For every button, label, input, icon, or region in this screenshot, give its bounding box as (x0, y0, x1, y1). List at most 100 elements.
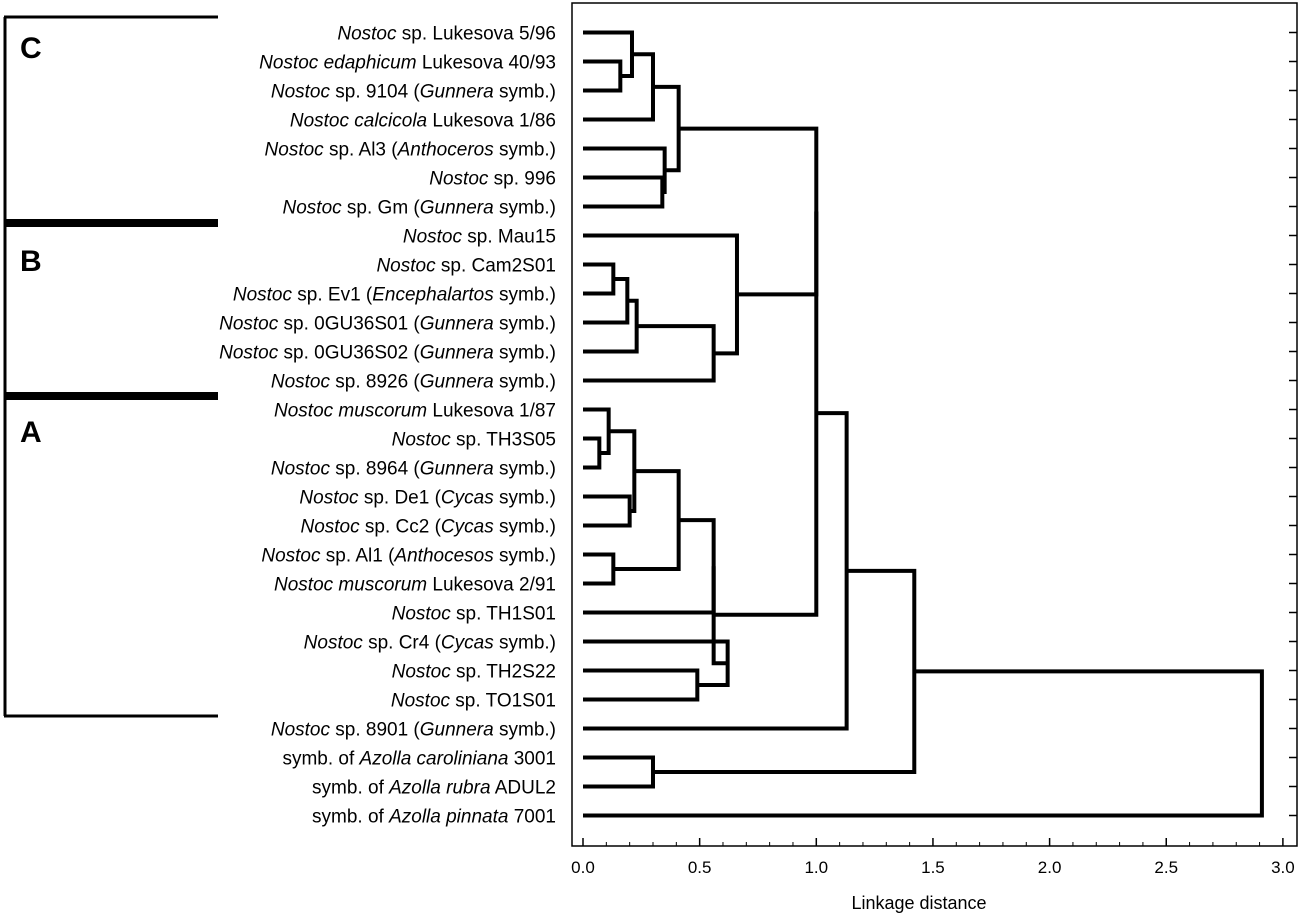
leaf-label-part: Nostoc (300, 517, 360, 538)
leaf-label-part: Encephalartos (372, 285, 494, 306)
dendrogram-link (711, 566, 728, 666)
dendrogram-link (583, 436, 602, 470)
leaf-label-part: Nostoc (337, 24, 397, 45)
x-tick-label: 0.0 (571, 858, 595, 877)
dendrogram-link (583, 494, 632, 528)
leaf-label: Nostoc edaphicum Lukesova 40/93 (259, 53, 556, 74)
leaf-label-part: 3001 (508, 749, 556, 770)
leaf-label: Nostoc sp. TO1S01 (391, 691, 556, 712)
leaf-label: Nostoc sp. 0GU36S01 (Gunnera symb.) (219, 314, 556, 335)
dendrogram-link (583, 552, 616, 586)
leaf-label-part: Azolla caroliniana (359, 749, 509, 770)
x-tick-label: 0.5 (688, 858, 712, 877)
dendrogram-link (583, 30, 634, 78)
leaf-label-part: symb.) (494, 459, 556, 480)
leaf-label: Nostoc muscorum Lukesova 2/91 (274, 575, 556, 596)
x-axis-title: Linkage distance (851, 893, 986, 913)
leaf-label-part: symb.) (494, 285, 556, 306)
leaf-label-part: Cycas (441, 517, 494, 538)
leaf-label: Nostoc calcicola Lukesova 1/86 (290, 111, 556, 132)
leaf-label-part: sp. Cc2 ( (360, 517, 442, 538)
leaf-label-part: Nostoc (299, 488, 359, 509)
leaf-label-part: Lukesova 1/87 (427, 401, 556, 422)
leaf-label-part: Nostoc (392, 662, 452, 683)
leaf-label-part: sp. TH2S22 (451, 662, 556, 683)
leaf-label-part: symb.) (494, 343, 556, 364)
dendrogram-link (678, 126, 819, 297)
leaf-label-part: sp. TH3S05 (451, 430, 556, 451)
leaf-label-part: Nostoc (219, 343, 279, 364)
leaf-label-part: Gunnera (420, 82, 494, 103)
leaf-label-part: symb.) (494, 140, 556, 161)
leaf-label: Nostoc sp. 0GU36S02 (Gunnera symb.) (219, 343, 556, 364)
leaf-label-part: sp. TO1S01 (450, 691, 556, 712)
leaf-label-part: Nostoc (219, 314, 279, 335)
leaf-label-part: symb.) (494, 198, 556, 219)
leaf-label: Nostoc sp. Al1 (Anthocesos symb.) (261, 546, 556, 567)
group-label: A (20, 416, 42, 449)
leaf-label-part: symb.) (494, 488, 556, 509)
leaf-label-part: sp. 8926 ( (330, 372, 420, 393)
dendrogram-link (613, 469, 681, 571)
dendrogram-link (583, 668, 700, 702)
leaf-label: symb. of Azolla pinnata 7001 (312, 807, 556, 828)
dendrogram-link (583, 755, 655, 789)
leaf-label-part: Nostoc muscorum (274, 401, 427, 422)
leaf-label-part: sp. Ev1 ( (292, 285, 373, 306)
plot-frame (571, 2, 1298, 847)
leaf-label: Nostoc sp. 8964 (Gunnera symb.) (271, 459, 556, 480)
leaf-label-part: sp. Al3 ( (324, 140, 399, 161)
x-axis: 0.0 0.5 1.0 1.5 2.0 2.5 3.0 (571, 31, 1297, 877)
leaf-label-part: Lukesova 2/91 (427, 575, 556, 596)
dendrogram-link (583, 407, 611, 455)
leaf-label-part: sp. 9104 ( (330, 82, 420, 103)
leaf-label-part: Nostoc muscorum (274, 575, 427, 596)
leaf-label: Nostoc sp. Cr4 (Cycas symb.) (304, 633, 556, 654)
leaf-label-part: symb.) (494, 82, 556, 103)
leaf-label-part: symb.) (494, 546, 556, 567)
leaf-label-part: symb.) (494, 314, 556, 335)
leaf-label: symb. of Azolla rubra ADUL2 (312, 778, 556, 799)
leaf-label-part: Gunnera (420, 343, 494, 364)
dendrogram-link (583, 518, 716, 615)
leaf-label-part: Anthocesos (393, 546, 494, 567)
x-tick-label: 3.0 (1271, 858, 1295, 877)
dendrogram-link (713, 211, 819, 617)
dendrogram-link (583, 59, 623, 93)
leaf-label: Nostoc sp. TH3S05 (392, 430, 556, 451)
dendrogram-link (583, 262, 616, 296)
leaf-label-part: Nostoc (304, 633, 364, 654)
x-tick-label: 2.0 (1038, 858, 1062, 877)
leaf-label: Nostoc sp. Ev1 (Encephalartos symb.) (233, 285, 556, 306)
x-tick-label: 1.5 (921, 858, 945, 877)
leaf-label-part: symb.) (494, 517, 556, 538)
leaf-label-part: sp. Cam2S01 (436, 256, 556, 277)
leaf-label-part: ADUL2 (491, 778, 556, 799)
dendrogram-link (583, 669, 1264, 818)
leaf-label-part: Nostoc edaphicum (259, 53, 416, 74)
leaf-label: symb. of Azolla caroliniana 3001 (282, 749, 556, 770)
leaf-label: Nostoc sp. Lukesova 5/96 (337, 24, 556, 45)
group-label: C (20, 32, 42, 65)
leaf-label-part: Anthoceros (397, 140, 495, 161)
leaf-label-part: Azolla pinnata (388, 807, 508, 828)
dendrogram-link (583, 639, 730, 687)
group-label: B (20, 245, 42, 278)
leaf-label-part: Nostoc (392, 430, 452, 451)
dendrogram-link (583, 175, 665, 209)
leaf-label: Nostoc sp. TH2S22 (392, 662, 556, 683)
leaf-label-part: Nostoc (391, 691, 451, 712)
leaf-label-part: sp. 8964 ( (330, 459, 420, 480)
x-tick-label: 2.5 (1154, 858, 1178, 877)
leaf-label-part: symb. of (312, 807, 389, 828)
leaf-label: Nostoc muscorum Lukesova 1/87 (274, 401, 556, 422)
leaf-label-part: Nostoc (233, 285, 293, 306)
leaf-label: Nostoc sp. Cam2S01 (376, 256, 556, 277)
x-tick-label: 1.0 (804, 858, 828, 877)
leaf-label-part: sp. Lukesova 5/96 (397, 24, 557, 45)
dendrogram-link (583, 277, 630, 325)
leaf-label-part: sp. Al1 ( (321, 546, 396, 567)
leaf-label: Nostoc sp. TH1S01 (392, 604, 556, 625)
leaf-label: Nostoc sp. De1 (Cycas symb.) (299, 488, 556, 509)
